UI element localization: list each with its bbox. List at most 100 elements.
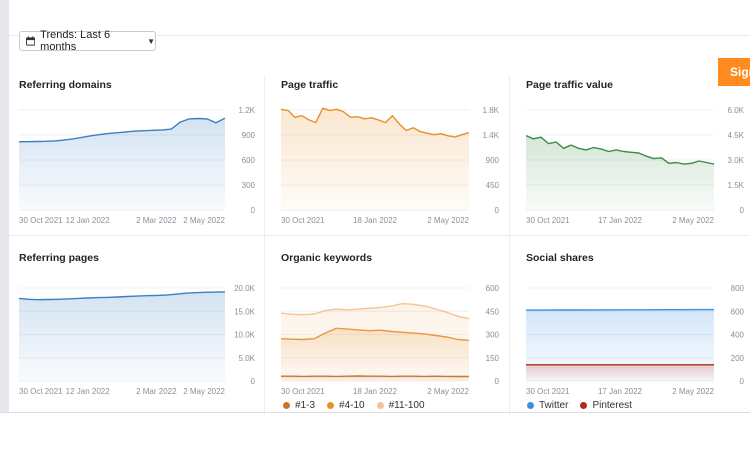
organic-keywords-chart: 600 450 300 150 0 30 Oct 2021 18 Jan 2022 2 May… [280,284,500,396]
referring-pages-title: Referring pages [19,252,99,264]
legend-label: Twitter [539,400,569,411]
series-area [526,364,714,381]
y-tick-label: 15.0K [234,307,256,316]
y-tick-label: 0 [740,206,745,215]
x-tick-label: 2 Mar 2022 [136,216,177,225]
y-tick-label: 300 [242,181,256,190]
y-tick-label: 5.0K [239,354,256,363]
x-tick-label: 30 Oct 2021 [526,216,570,225]
y-tick-label: 1.4K [483,131,500,140]
y-tick-label: 200 [731,354,745,363]
x-tick-label: 30 Oct 2021 [19,387,63,396]
referring-domains-title: Referring domains [19,79,112,91]
x-tick-label: 12 Jan 2022 [66,216,111,225]
y-tick-label: 10.0K [234,331,256,340]
legend-dot [527,402,534,409]
signup-button[interactable]: Sign [718,58,750,86]
y-tick-label: 800 [731,284,745,293]
legend-item[interactable]: #4-10 [327,400,365,411]
x-tick-label: 17 Jan 2022 [598,216,643,225]
series-line [525,134,715,165]
page-traffic-chart: 1.8K 1.4K 900 450 0 30 Oct 2021 18 Jan 2022 2 M… [280,106,500,225]
trends-period-label: Trends: Last 6 months [40,29,111,53]
organic-keywords-legend: #1-3 #4-10 #11-100 [283,400,437,411]
top-divider [9,35,750,36]
series-area [526,135,714,210]
legend-dot [580,402,588,409]
organic-keywords-title: Organic keywords [281,252,373,264]
y-tick-label: 600 [731,307,745,316]
x-tick-label: 2 May 2022 [183,387,225,396]
calendar-icon [26,36,36,46]
page-traffic-title: Page traffic [281,79,339,91]
legend-label: #4-10 [339,400,365,411]
legend-label: Pinterest [592,400,632,411]
page-traffic-value-title: Page traffic value [526,79,613,91]
trends-period-dropdown[interactable]: Trends: Last 6 months ▼ [19,29,156,53]
column-divider [264,75,265,415]
series-line [280,302,470,320]
x-tick-label: 2 May 2022 [427,387,469,396]
y-tick-label: 20.0K [234,284,256,293]
x-tick-label: 2 May 2022 [183,216,225,225]
y-tick-label: 600 [242,156,256,165]
legend-item[interactable]: #11-100 [376,400,425,411]
y-tick-label: 150 [486,354,500,363]
legend-item[interactable]: Pinterest [580,400,632,411]
y-tick-label: 400 [731,331,745,340]
x-tick-label: 2 May 2022 [672,387,714,396]
x-tick-label: 18 Jan 2022 [353,216,398,225]
series-area [526,309,714,381]
legend-dot [283,402,290,409]
y-tick-label: 300 [486,331,500,340]
x-tick-label: 30 Oct 2021 [281,387,325,396]
y-tick-label: 0 [251,377,256,386]
legend-label: #11-100 [388,400,425,411]
y-tick-label: 1.5K [728,181,745,190]
x-tick-label: 2 May 2022 [427,216,469,225]
series-line [526,308,714,311]
y-tick-label: 600 [486,284,500,293]
bottom-divider [0,412,750,413]
legend-label: #1-3 [295,400,316,411]
y-tick-label: 0 [495,377,500,386]
y-tick-label: 3.0K [728,156,745,165]
y-tick-label: 1.2K [239,106,256,115]
legend-dot [376,402,384,409]
y-tick-label: 6.0K [728,106,745,115]
left-scroll-edge [0,0,9,412]
social-shares-legend: Twitter Pinterest [527,400,644,411]
legend-dot [327,402,335,409]
series-line [280,107,470,138]
row-divider [9,235,750,236]
y-tick-label: 900 [242,131,256,140]
y-tick-label: 0 [251,206,256,215]
x-tick-label: 17 Jan 2022 [598,387,643,396]
legend-item[interactable]: #1-3 [283,400,315,411]
series-line [19,117,226,143]
referring-domains-chart: 1.2K 900 600 300 0 30 Oct 2021 12 Jan 2022 2 Ma… [19,106,256,225]
x-tick-label: 2 Mar 2022 [136,387,177,396]
y-tick-label: 450 [486,307,500,316]
x-tick-label: 12 Jan 2022 [66,387,111,396]
series-area [19,118,225,210]
x-tick-label: 2 May 2022 [672,216,714,225]
social-shares-title: Social shares [526,252,594,264]
series-line [18,291,226,301]
y-tick-label: 450 [486,181,500,190]
y-tick-label: 0 [740,377,745,386]
caret-down-icon: ▼ [147,36,155,46]
x-tick-label: 18 Jan 2022 [353,387,398,396]
y-tick-label: 900 [486,156,500,165]
x-tick-label: 30 Oct 2021 [281,216,325,225]
series-area [281,108,469,210]
referring-pages-chart: 20.0K 15.0K 10.0K 5.0K 0 30 Oct 2021 12 Jan 20… [18,284,256,396]
series-area [19,291,225,381]
social-shares-chart: 800 600 400 200 0 30 Oct 2021 17 Jan 2022 2 May… [526,284,745,396]
legend-item[interactable]: Twitter [527,400,568,411]
y-tick-label: 0 [495,206,500,215]
y-tick-label: 1.8K [483,106,500,115]
series-area [281,303,469,381]
x-tick-label: 30 Oct 2021 [19,216,63,225]
